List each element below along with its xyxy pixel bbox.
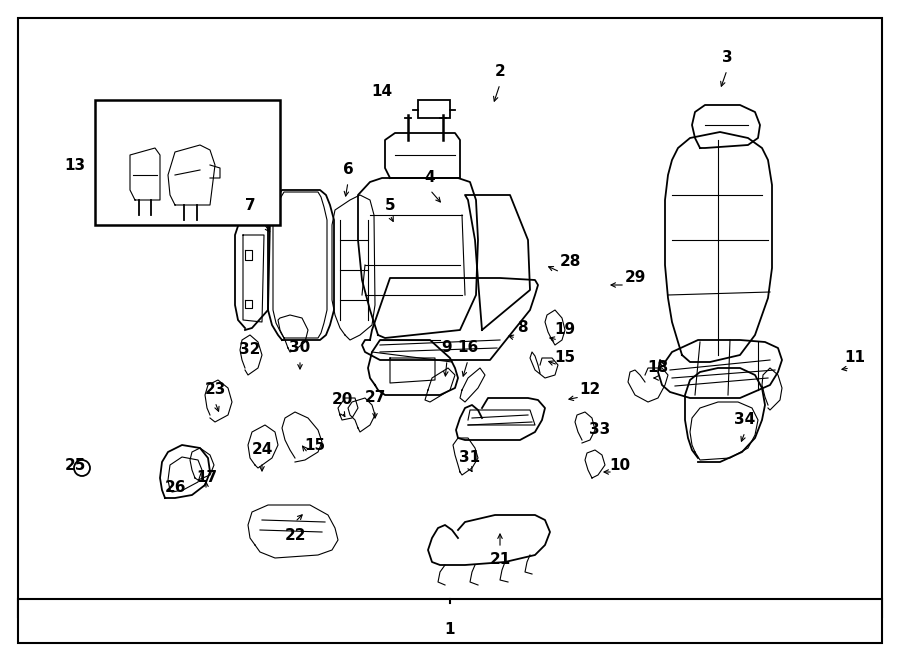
Text: 27: 27 [364, 391, 386, 405]
Text: 19: 19 [554, 323, 576, 338]
Text: 21: 21 [490, 553, 510, 568]
Text: 4: 4 [425, 171, 436, 186]
Text: 25: 25 [64, 457, 86, 473]
Text: 20: 20 [331, 393, 353, 407]
Text: 7: 7 [245, 198, 256, 212]
Text: 29: 29 [625, 270, 645, 286]
Text: 6: 6 [343, 163, 354, 178]
Text: 12: 12 [580, 383, 600, 397]
Text: 22: 22 [284, 527, 306, 543]
Text: 33: 33 [590, 422, 610, 438]
Text: 16: 16 [457, 340, 479, 356]
Text: 15: 15 [554, 350, 576, 366]
Text: 1: 1 [445, 623, 455, 637]
Text: 26: 26 [164, 481, 185, 496]
Text: 31: 31 [459, 451, 481, 465]
Text: 34: 34 [734, 412, 756, 428]
Text: 8: 8 [517, 321, 527, 336]
Text: 2: 2 [495, 65, 506, 79]
Text: 10: 10 [609, 457, 631, 473]
Text: 14: 14 [372, 85, 392, 100]
Text: 18: 18 [647, 360, 669, 375]
Text: 13: 13 [65, 157, 86, 173]
Bar [418, 100, 450, 118]
Text: 23: 23 [204, 383, 226, 397]
Text: 32: 32 [239, 342, 261, 358]
Text: 5: 5 [384, 198, 395, 212]
Text: 24: 24 [251, 442, 273, 457]
Text: 3: 3 [722, 50, 733, 65]
Bar [18, 599, 882, 643]
Text: 30: 30 [290, 340, 310, 356]
Text: 17: 17 [196, 471, 218, 485]
Text: 28: 28 [559, 254, 580, 270]
Text: 15: 15 [304, 438, 326, 453]
Text: 11: 11 [844, 350, 866, 366]
Text: 9: 9 [442, 340, 453, 356]
Bar [95, 100, 280, 225]
